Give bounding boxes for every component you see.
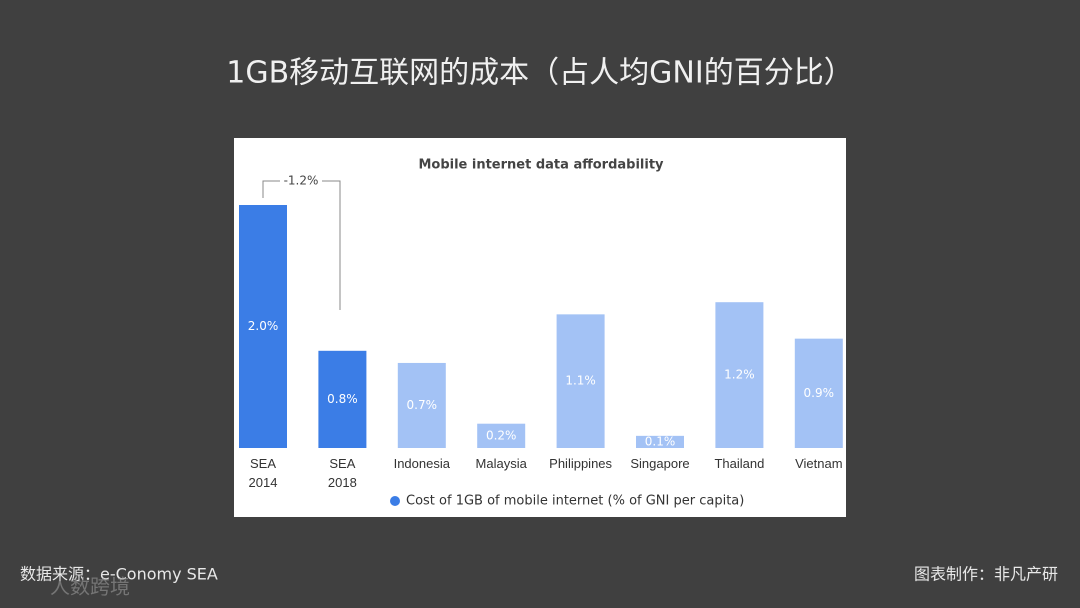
bar <box>715 302 764 448</box>
credit: 图表制作：非凡产研 <box>914 565 1058 584</box>
bar <box>556 314 605 448</box>
x-tick-label: Singapore <box>630 456 690 471</box>
value-label: 0.9% <box>804 386 835 400</box>
x-tick-label: Philippines <box>549 456 613 471</box>
value-label: 0.2% <box>486 428 517 442</box>
value-label: 2.0% <box>248 319 279 333</box>
bar <box>636 435 684 448</box>
value-label: 0.7% <box>407 398 438 412</box>
bar <box>239 205 287 448</box>
x-tick-label: Thailand <box>714 456 765 471</box>
slide-title: 1GB移动互联网的成本（占人均GNI的百分比） <box>226 56 853 91</box>
value-label: 1.2% <box>724 368 755 382</box>
watermark: 人数跨境 <box>50 575 130 599</box>
bar <box>794 338 843 448</box>
x-tick-label: SEA 2018 <box>327 456 357 490</box>
bar <box>397 362 446 448</box>
annotation-bracket <box>262 180 341 310</box>
x-tick-label: Indonesia <box>393 456 450 471</box>
x-tick-label: Vietnam <box>795 456 843 471</box>
value-label: 1.1% <box>565 374 596 388</box>
bar <box>318 350 367 448</box>
x-tick-label: SEA 2014 <box>248 456 278 490</box>
value-label: 0.8% <box>327 392 358 406</box>
legend-label: Cost of 1GB of mobile internet (% of GNI… <box>406 494 744 509</box>
legend-marker <box>390 496 400 506</box>
source: 数据来源：e-Conomy SEA <box>20 565 218 584</box>
bar <box>477 423 526 448</box>
chart-title: Mobile internet data affordability <box>418 158 664 173</box>
value-label: 0.1% <box>645 434 676 448</box>
x-tick-label: Malaysia <box>475 456 527 471</box>
annotation: -1.2% <box>284 174 319 188</box>
